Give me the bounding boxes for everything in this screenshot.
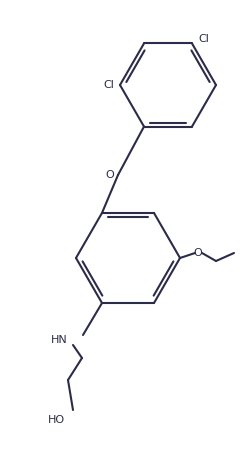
Text: Cl: Cl [198,35,209,44]
Text: O: O [194,248,202,258]
Text: HO: HO [48,415,65,425]
Text: HN: HN [51,335,68,345]
Text: O: O [105,170,114,180]
Text: Cl: Cl [103,80,114,90]
